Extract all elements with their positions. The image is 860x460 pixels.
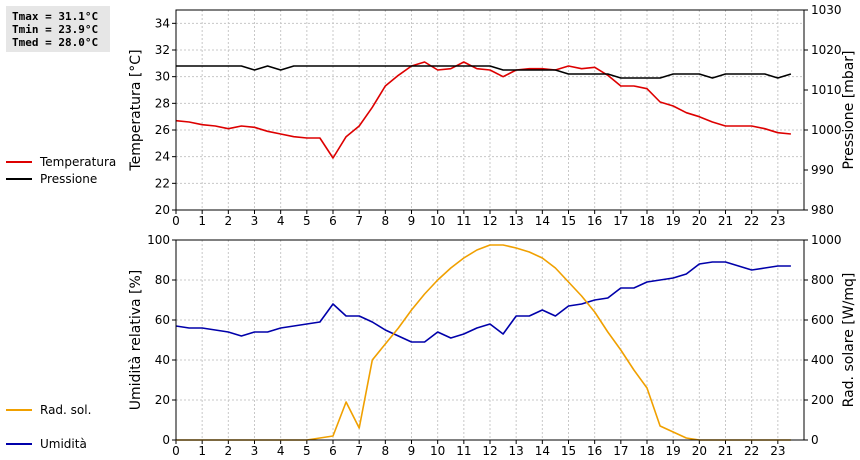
legend-label-umidita: Umidità bbox=[40, 437, 87, 451]
humidity-radiation-y2tick-label: 800 bbox=[811, 273, 834, 287]
temp-pressure-y2tick-label: 1030 bbox=[811, 3, 842, 17]
temp-pressure-xtick-label: 12 bbox=[482, 214, 497, 228]
humidity-radiation-xtick-label: 23 bbox=[770, 444, 785, 458]
humidity-radiation-ytick-label: 0 bbox=[162, 433, 170, 447]
humidity-radiation-xtick-label: 19 bbox=[666, 444, 681, 458]
temp-pressure-xtick-label: 5 bbox=[303, 214, 311, 228]
temp-pressure-xtick-label: 14 bbox=[535, 214, 550, 228]
humidity-radiation-xtick-label: 16 bbox=[587, 444, 602, 458]
temp-pressure-xtick-label: 1 bbox=[198, 214, 206, 228]
temp-pressure-xtick-label: 13 bbox=[509, 214, 524, 228]
humidity-radiation-y2tick-label: 0 bbox=[811, 433, 819, 447]
temp-pressure-ytick-label: 34 bbox=[155, 16, 170, 30]
humidity-radiation-xtick-label: 5 bbox=[303, 444, 311, 458]
humidity-radiation-xtick-label: 20 bbox=[692, 444, 707, 458]
humidity-radiation-xtick-label: 17 bbox=[613, 444, 628, 458]
temp-pressure-y2label: Pressione [mbar] bbox=[841, 50, 857, 169]
legend-swatch-rad-sol bbox=[6, 409, 32, 411]
temp-pressure-y2tick-label: 990 bbox=[811, 163, 834, 177]
temp-pressure-xtick-label: 16 bbox=[587, 214, 602, 228]
humidity-radiation-y2label: Rad. solare [W/mq] bbox=[841, 273, 857, 408]
humidity-radiation-xtick-label: 12 bbox=[482, 444, 497, 458]
temp-pressure-xtick-label: 23 bbox=[770, 214, 785, 228]
humidity-radiation-xtick-label: 3 bbox=[251, 444, 259, 458]
legend-swatch-temperatura bbox=[6, 161, 32, 163]
humidity-radiation-xtick-label: 2 bbox=[225, 444, 233, 458]
temp-pressure-xtick-label: 8 bbox=[382, 214, 390, 228]
temp-pressure-ytick-label: 30 bbox=[155, 70, 170, 84]
humidity-radiation-xtick-label: 11 bbox=[456, 444, 471, 458]
temp-pressure-xtick-label: 3 bbox=[251, 214, 259, 228]
legend-label-temperatura: Temperatura bbox=[40, 155, 117, 169]
humidity-radiation-xtick-label: 7 bbox=[355, 444, 363, 458]
legend-swatch-umidita bbox=[6, 443, 32, 445]
temp-pressure-xtick-label: 0 bbox=[172, 214, 180, 228]
temp-pressure-series-0-line bbox=[175, 61, 791, 159]
humidity-radiation-frame bbox=[175, 239, 805, 441]
temp-pressure-xtick-label: 21 bbox=[718, 214, 733, 228]
temp-pressure-xtick-label: 19 bbox=[666, 214, 681, 228]
temp-pressure-xtick-label: 4 bbox=[277, 214, 285, 228]
humidity-radiation-ytick-label: 100 bbox=[147, 233, 170, 247]
tmin-text: Tmin = 23.9°C bbox=[12, 23, 99, 36]
humidity-radiation-xtick-label: 10 bbox=[430, 444, 445, 458]
temp-pressure-xtick-label: 9 bbox=[408, 214, 416, 228]
humidity-radiation-xtick-label: 18 bbox=[639, 444, 654, 458]
temp-pressure-y2tick-label: 980 bbox=[811, 203, 834, 217]
humidity-radiation-ylabel: Umidità relativa [%] bbox=[128, 270, 144, 411]
humidity-radiation-xtick-label: 1 bbox=[198, 444, 206, 458]
temp-pressure-ytick-label: 24 bbox=[155, 150, 170, 164]
legend-label-pressione: Pressione bbox=[40, 172, 98, 186]
humidity-radiation-xtick-label: 14 bbox=[535, 444, 550, 458]
temp-pressure-ytick-label: 26 bbox=[155, 123, 170, 137]
humidity-radiation-series-0-line bbox=[175, 261, 791, 343]
temp-pressure-xtick-label: 7 bbox=[355, 214, 363, 228]
humidity-radiation-xtick-label: 6 bbox=[329, 444, 337, 458]
temp-pressure-ytick-label: 28 bbox=[155, 96, 170, 110]
humidity-radiation-xtick-label: 22 bbox=[744, 444, 759, 458]
temp-pressure-ytick-label: 22 bbox=[155, 176, 170, 190]
temp-pressure-ylabel: Temperatura [°C] bbox=[128, 49, 144, 171]
humidity-radiation-y2tick-label: 1000 bbox=[811, 233, 842, 247]
temp-pressure-y2tick-label: 1010 bbox=[811, 83, 842, 97]
humidity-radiation-xtick-label: 15 bbox=[561, 444, 576, 458]
humidity-radiation-y2tick-label: 200 bbox=[811, 393, 834, 407]
temp-pressure-xtick-label: 17 bbox=[613, 214, 628, 228]
tmed-text: Tmed = 28.0°C bbox=[12, 36, 99, 49]
humidity-radiation-ytick-label: 80 bbox=[155, 273, 170, 287]
temp-pressure-xtick-label: 18 bbox=[639, 214, 654, 228]
humidity-radiation-xtick-label: 21 bbox=[718, 444, 733, 458]
humidity-radiation-xtick-label: 8 bbox=[382, 444, 390, 458]
temp-pressure-xtick-label: 11 bbox=[456, 214, 471, 228]
temp-pressure-xtick-label: 2 bbox=[225, 214, 233, 228]
legend-swatch-pressione bbox=[6, 178, 32, 180]
temp-pressure-xtick-label: 10 bbox=[430, 214, 445, 228]
tmax-text: Tmax = 31.1°C bbox=[12, 10, 99, 23]
humidity-radiation-ytick-label: 20 bbox=[155, 393, 170, 407]
humidity-radiation-xtick-label: 0 bbox=[172, 444, 180, 458]
humidity-radiation-y2tick-label: 600 bbox=[811, 313, 834, 327]
temp-pressure-ytick-label: 20 bbox=[155, 203, 170, 217]
temp-pressure-xtick-label: 15 bbox=[561, 214, 576, 228]
temp-pressure-xtick-label: 6 bbox=[329, 214, 337, 228]
temp-pressure-y2tick-label: 1000 bbox=[811, 123, 842, 137]
humidity-radiation-ytick-label: 60 bbox=[155, 313, 170, 327]
humidity-radiation-y2tick-label: 400 bbox=[811, 353, 834, 367]
stats-box: Tmax = 31.1°C Tmin = 23.9°C Tmed = 28.0°… bbox=[6, 6, 110, 52]
legend-label-rad-sol: Rad. sol. bbox=[40, 403, 92, 417]
temp-pressure-ytick-label: 32 bbox=[155, 43, 170, 57]
humidity-radiation-xtick-label: 9 bbox=[408, 444, 416, 458]
humidity-radiation-xtick-label: 4 bbox=[277, 444, 285, 458]
temp-pressure-xtick-label: 20 bbox=[692, 214, 707, 228]
humidity-radiation-xtick-label: 13 bbox=[509, 444, 524, 458]
temp-pressure-xtick-label: 22 bbox=[744, 214, 759, 228]
humidity-radiation-ytick-label: 40 bbox=[155, 353, 170, 367]
temp-pressure-frame bbox=[175, 9, 805, 211]
temp-pressure-y2tick-label: 1020 bbox=[811, 43, 842, 57]
temp-pressure-series-1-line bbox=[176, 65, 792, 79]
